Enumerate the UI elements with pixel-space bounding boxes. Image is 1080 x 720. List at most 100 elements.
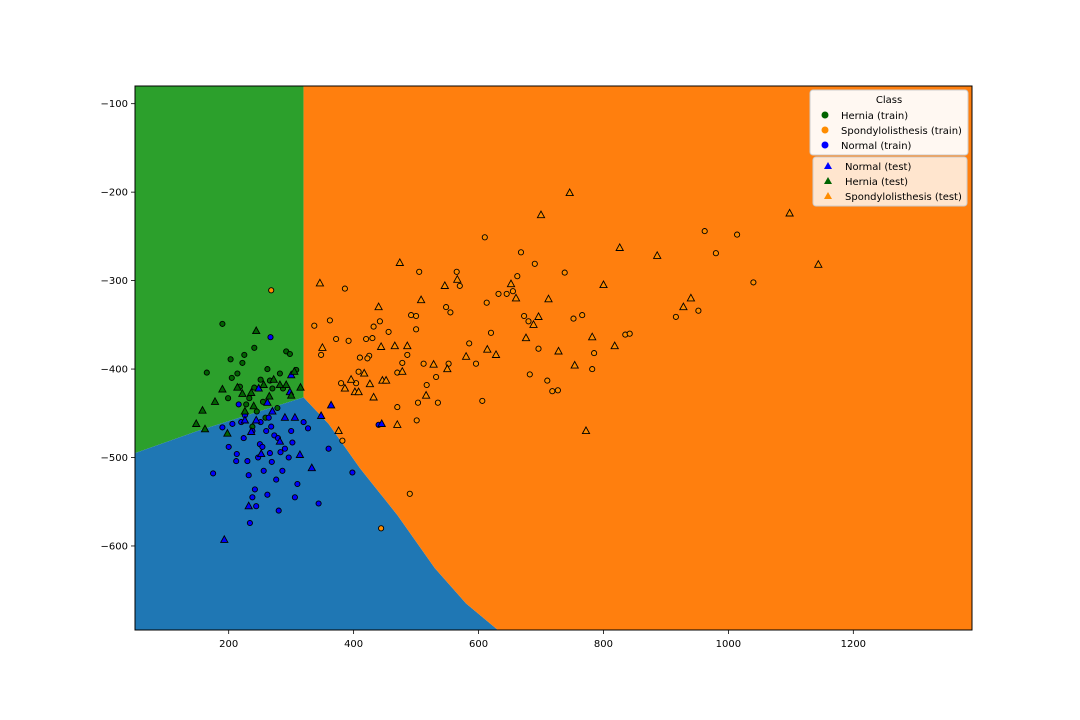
hernia-test-point bbox=[251, 326, 261, 335]
spondylolisthesis-train-point bbox=[712, 250, 719, 257]
normal-train-point bbox=[246, 519, 253, 527]
legend-hernia-train-label: Hernia (train) bbox=[841, 111, 908, 122]
hernia-test-point bbox=[246, 387, 256, 396]
normal-train-point bbox=[210, 470, 217, 477]
y-tick-label: −600 bbox=[101, 541, 128, 552]
normal-test-point bbox=[326, 400, 336, 409]
legend-spondy-test-marker bbox=[824, 192, 832, 199]
spondylolisthesis-test-point bbox=[442, 364, 452, 373]
spondylolisthesis-test-point bbox=[536, 210, 546, 219]
spondylolisthesis-test-point bbox=[529, 319, 538, 328]
hernia-train-point bbox=[251, 344, 258, 351]
normal-test-point bbox=[316, 410, 326, 419]
spondylolisthesis-train-point bbox=[579, 312, 586, 319]
normal-train-point bbox=[285, 454, 292, 461]
spondylolisthesis-train-point bbox=[481, 234, 488, 241]
legend-hernia-test-marker bbox=[824, 177, 832, 184]
normal-test-point bbox=[290, 412, 300, 421]
spondylolisthesis-test-point bbox=[521, 333, 531, 342]
spondylolisthesis-test-point bbox=[679, 302, 688, 311]
normal-train-point bbox=[259, 443, 266, 450]
spondylolisthesis-test-point bbox=[421, 390, 431, 399]
spondylolisthesis-train-point bbox=[434, 399, 441, 406]
spondylolisthesis-train-point bbox=[339, 437, 346, 444]
spondylolisthesis-train-point bbox=[399, 359, 406, 366]
spondylolisthesis-train-point bbox=[544, 377, 551, 384]
spondylolisthesis-train-point bbox=[456, 282, 463, 289]
x-tick-label: 400 bbox=[344, 639, 363, 650]
spondylolisthesis-test-point bbox=[482, 344, 492, 353]
hernia-test-point bbox=[269, 374, 279, 383]
spondylolisthesis-test-point bbox=[340, 383, 350, 392]
region-hernia bbox=[135, 86, 304, 454]
normal-train-point bbox=[225, 443, 232, 450]
spondylolisthesis-train-point bbox=[408, 312, 415, 319]
spondylolisthesis-train-point bbox=[413, 326, 420, 333]
spondylolisthesis-test-point bbox=[416, 295, 426, 304]
spondylolisthesis-test-point bbox=[587, 332, 597, 341]
hernia-test-point bbox=[218, 384, 227, 393]
normal-train-point bbox=[245, 472, 252, 479]
spondylolisthesis-test-point bbox=[397, 366, 407, 375]
normal-train-point bbox=[275, 507, 282, 514]
spondylolisthesis-train-point bbox=[591, 350, 598, 357]
spondylolisthesis-train-point bbox=[487, 329, 495, 336]
spondylolisthesis-train-point bbox=[413, 312, 420, 320]
spondylolisthesis-test-point bbox=[615, 242, 625, 251]
hernia-train-point bbox=[227, 356, 234, 363]
legend-test-box bbox=[812, 156, 968, 207]
spondylolisthesis-test-point bbox=[461, 351, 471, 360]
spondylolisthesis-train-point bbox=[414, 399, 422, 406]
y-tick-label: −400 bbox=[101, 365, 128, 376]
legend-test: Normal (test) Hernia (test) Spondylolist… bbox=[812, 156, 968, 207]
spondylolisthesis-train-point bbox=[338, 380, 345, 387]
spondylolisthesis-train-point bbox=[416, 268, 423, 275]
spondylolisthesis-train-point bbox=[526, 371, 533, 378]
spondylolisthesis-train-point bbox=[472, 360, 480, 367]
spondylolisthesis-test-point bbox=[491, 349, 501, 358]
spondylolisthesis-test-point bbox=[570, 360, 580, 369]
spondylolisthesis-train-point bbox=[589, 366, 596, 373]
normal-train-point bbox=[294, 480, 301, 488]
normal-test-point bbox=[263, 397, 272, 406]
spondylolisthesis-train-point bbox=[554, 387, 561, 394]
y-tick-label: −500 bbox=[101, 453, 128, 464]
spondylolisthesis-train-point bbox=[443, 304, 450, 311]
spondylolisthesis-test-point bbox=[599, 280, 608, 289]
hernia-test-point bbox=[240, 406, 250, 415]
spondylolisthesis-test-point bbox=[402, 341, 412, 350]
spondylolisthesis-test-point bbox=[652, 250, 662, 259]
hernia-train-point bbox=[203, 369, 210, 376]
spondylolisthesis-test-point bbox=[534, 311, 543, 320]
spondylolisthesis-train-point bbox=[333, 335, 340, 343]
normal-train-point bbox=[277, 449, 284, 456]
x-tick-label: 1200 bbox=[841, 639, 866, 650]
spondylolisthesis-train-point bbox=[311, 322, 318, 329]
legend-normal-train-label: Normal (train) bbox=[841, 141, 912, 152]
x-tick-label: 1000 bbox=[716, 639, 741, 650]
normal-train-point bbox=[263, 427, 270, 435]
spondylolisthesis-train-point bbox=[447, 309, 454, 316]
x-axis: 200 400 600 800 1000 1200 bbox=[219, 630, 866, 650]
normal-train-point bbox=[349, 469, 356, 476]
hernia-test-point bbox=[289, 366, 299, 375]
spondylolisthesis-train-point bbox=[326, 317, 333, 324]
hernia-train-point bbox=[269, 385, 276, 392]
spondylolisthesis-train-point bbox=[517, 249, 525, 256]
spondylolisthesis-train-point bbox=[345, 337, 352, 344]
spondylolisthesis-train-point bbox=[672, 313, 679, 320]
spondylolisthesis-train-point bbox=[394, 404, 401, 411]
spondylolisthesis-train-point bbox=[525, 318, 532, 325]
legend-hernia-train-marker bbox=[821, 111, 829, 119]
normal-test-point bbox=[268, 406, 277, 415]
region-spondylolisthesis bbox=[303, 86, 973, 630]
spondylolisthesis-train-point bbox=[433, 373, 440, 381]
legend-normal-test-marker bbox=[824, 162, 832, 169]
hernia-test-point bbox=[264, 391, 274, 400]
spondylolisthesis-train-point bbox=[420, 360, 427, 367]
y-axis: −100 −200 −300 −400 −500 −600 bbox=[101, 99, 135, 552]
x-tick-label: 800 bbox=[594, 639, 613, 650]
legend-title: Class bbox=[876, 95, 902, 106]
spondylolisthesis-test-point bbox=[565, 188, 575, 197]
normal-train-point bbox=[289, 439, 296, 446]
